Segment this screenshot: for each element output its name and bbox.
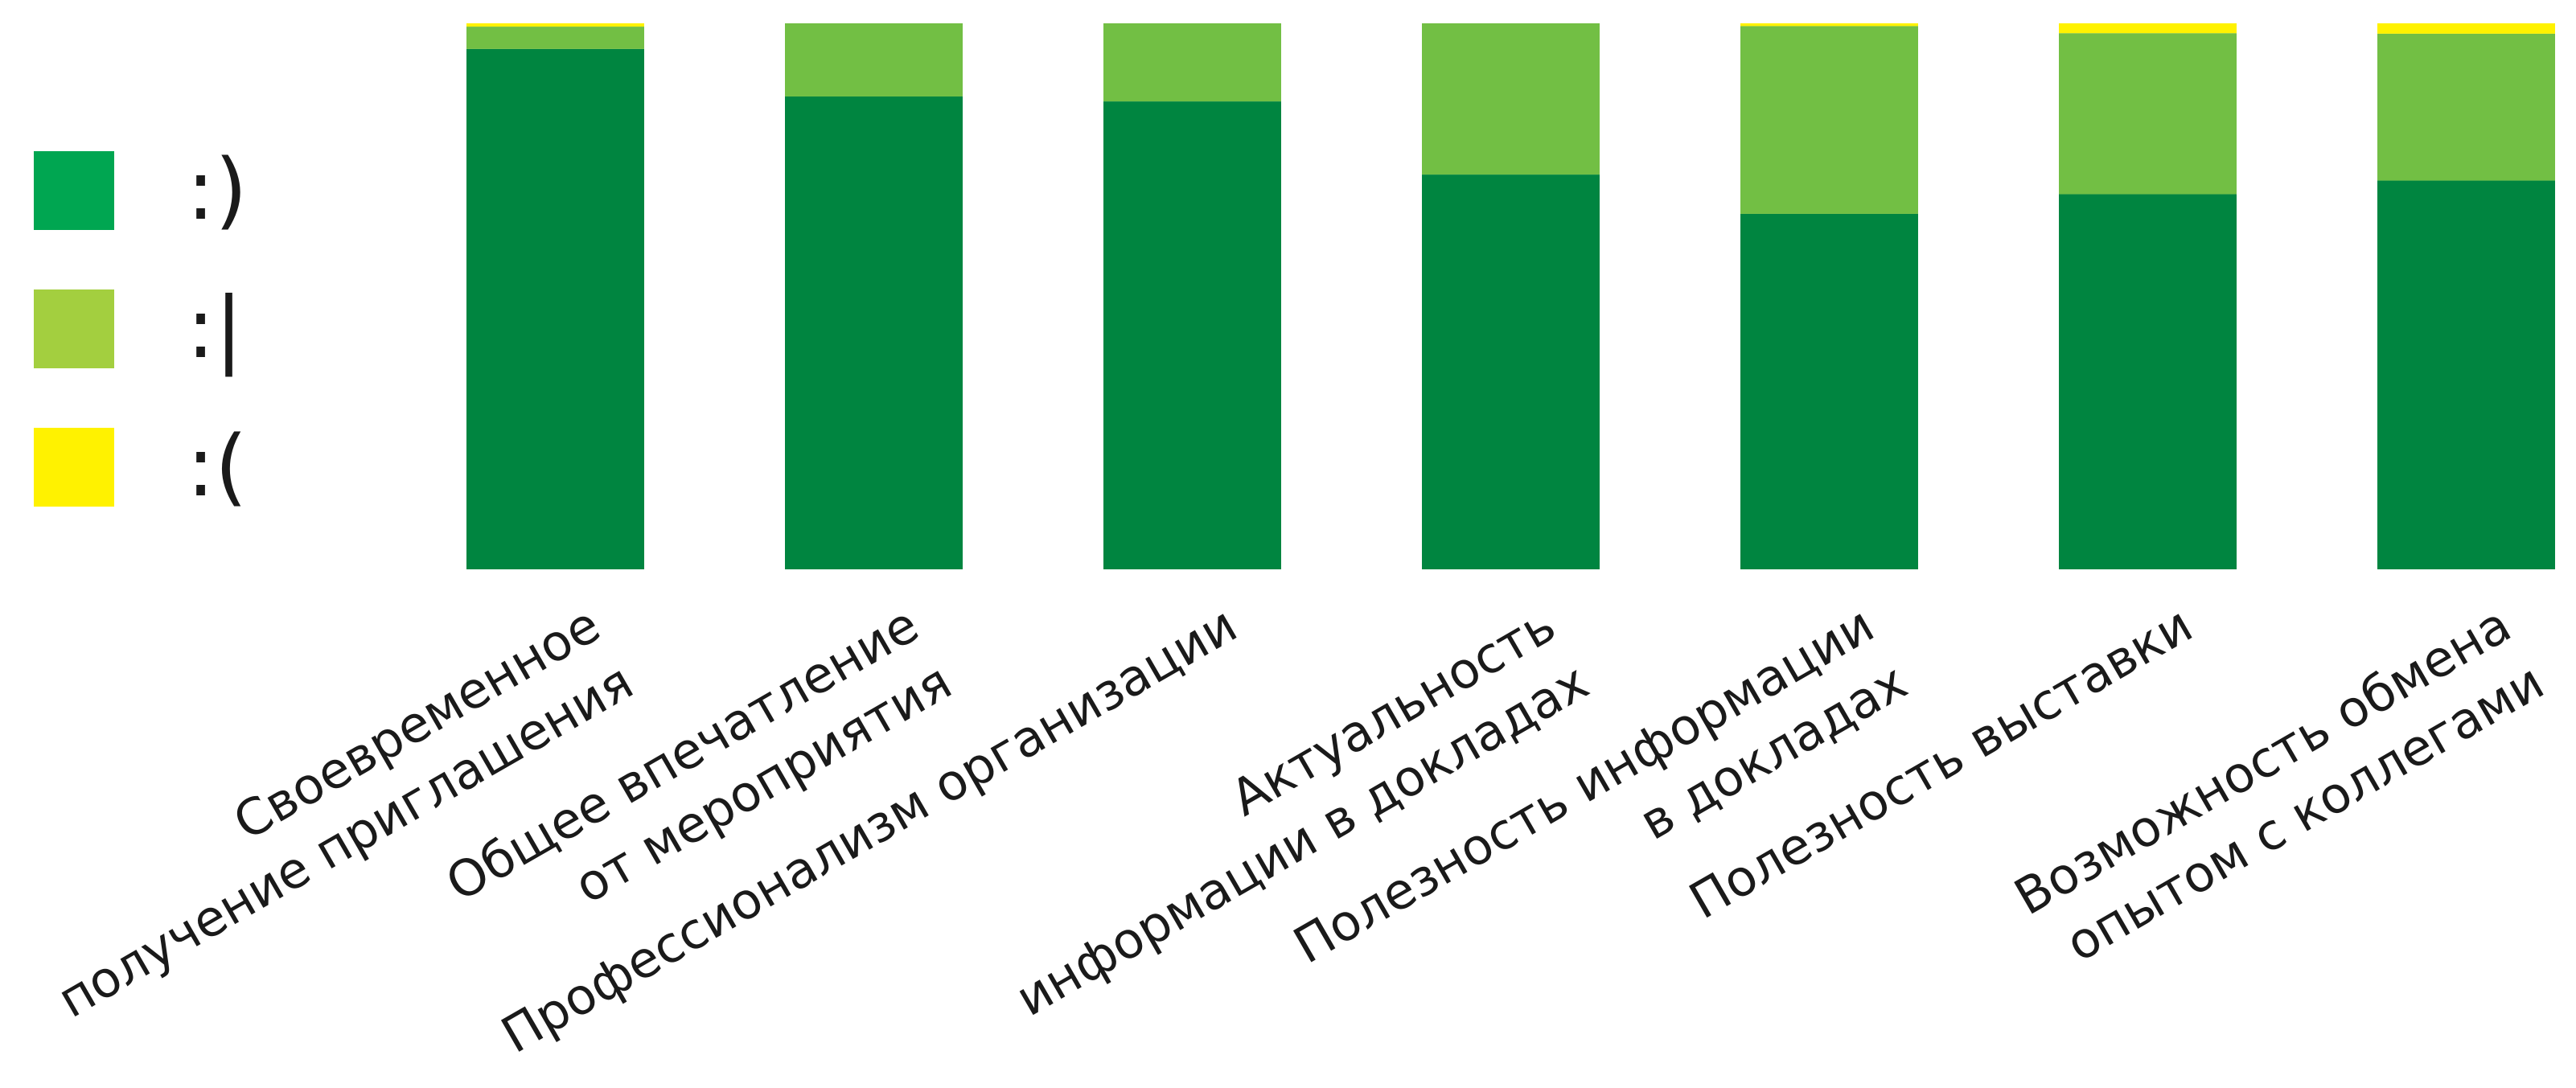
legend-label-0: :)	[187, 141, 248, 239]
bar-segment-0-2	[466, 23, 644, 27]
bars	[466, 23, 2555, 570]
bar-segment-6-0	[2377, 180, 2555, 569]
bar-segment-5-0	[2059, 194, 2237, 570]
bar-segment-3-1	[1422, 23, 1600, 175]
legend-swatch-0	[34, 151, 114, 230]
legend: :) :| :(	[34, 141, 248, 515]
bar-segment-1-1	[785, 23, 963, 96]
legend-swatch-2	[34, 428, 114, 507]
bar-segment-0-0	[466, 48, 644, 569]
bar-segment-2-0	[1103, 101, 1281, 570]
legend-label-1: :|	[187, 279, 243, 377]
legend-swatch-1	[34, 289, 114, 368]
x-tick-labels: Своевременноеполучение приглашенияОбщее …	[48, 595, 2553, 1065]
bar-segment-3-0	[1422, 174, 1600, 569]
bar-segment-5-1	[2059, 33, 2237, 195]
legend-label-2: :(	[187, 417, 248, 515]
bar-segment-0-1	[466, 27, 644, 49]
bar-segment-4-0	[1740, 213, 1918, 569]
bar-segment-6-2	[2377, 23, 2555, 34]
bar-segment-4-1	[1740, 26, 1918, 214]
bar-segment-6-1	[2377, 33, 2555, 181]
bar-segment-5-2	[2059, 23, 2237, 34]
bar-segment-4-2	[1740, 23, 1918, 27]
bar-segment-2-1	[1103, 23, 1281, 102]
bar-segment-1-0	[785, 96, 963, 569]
